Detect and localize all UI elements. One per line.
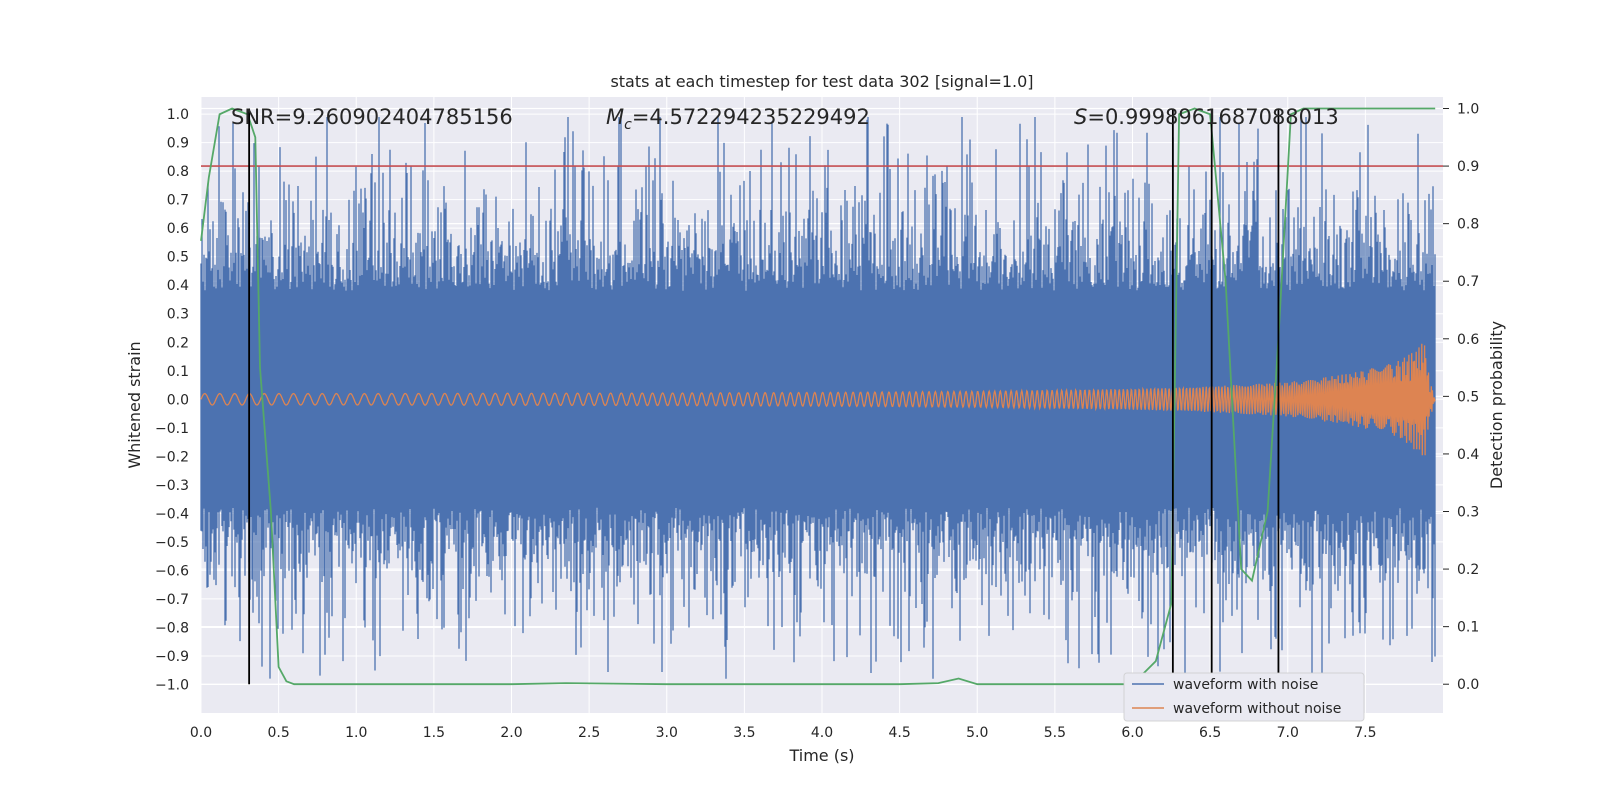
chirp-mass-symbol: M (606, 105, 624, 129)
y-right-tick-label: 0.2 (1457, 562, 1479, 578)
x-tick-label: 7.5 (1354, 725, 1376, 741)
y-left-tick-label: −0.1 (155, 421, 189, 437)
y-right-tick-label: 0.3 (1457, 505, 1479, 521)
vertical-markers (248, 108, 1280, 685)
y-right-tick-label: 0.4 (1457, 447, 1479, 463)
x-axis-label: Time (s) (788, 746, 854, 765)
legend-label-noisy: waveform with noise (1173, 677, 1318, 693)
y-left-tick-label: 0.8 (167, 164, 189, 180)
y-right-tick-label: 1.0 (1457, 102, 1479, 118)
y-left-tick-label: 0.6 (167, 221, 189, 237)
clean-waveform-line (200, 343, 1436, 456)
x-tick-label: 7.0 (1277, 725, 1299, 741)
x-tick-label: 3.5 (733, 725, 755, 741)
x-tick-label: 5.0 (966, 725, 988, 741)
x-tick-label: 5.5 (1044, 725, 1066, 741)
legend-label-clean: waveform without noise (1173, 701, 1341, 717)
y-right-axis-ticks: 1.0 0.9 0.8 0.7 0.6 0.5 0.4 0.3 0.2 0.1 0.0 (1443, 102, 1479, 693)
y-left-tick-label: 0.0 (167, 392, 189, 408)
x-tick-label: 0.0 (190, 725, 212, 741)
x-tick-label: 2.5 (578, 725, 600, 741)
y-right-tick-label: 0.1 (1457, 620, 1479, 636)
y-left-tick-label: −1.0 (155, 677, 189, 693)
y-left-tick-label: 0.2 (167, 335, 189, 351)
y-left-tick-label: 0.7 (167, 193, 189, 209)
y-left-tick-label: −0.6 (155, 563, 189, 579)
x-tick-label: 3.0 (656, 725, 678, 741)
chirp-mass-value: =4.572294235229492 (632, 105, 870, 129)
x-tick-label: 4.5 (888, 725, 910, 741)
x-tick-label: 1.0 (345, 725, 367, 741)
y-left-axis-ticks: 1.0 0.9 0.8 0.7 0.6 0.5 0.4 0.3 0.2 0.1 0.0 −0.1 −0.… (155, 107, 189, 693)
probability-group (200, 107, 1436, 686)
y-right-tick-label: 0.7 (1457, 274, 1479, 290)
chirp-mass-annotation: Mc=4.572294235229492 (606, 105, 870, 133)
x-tick-label: 0.5 (267, 725, 289, 741)
x-tick-label: 4.0 (811, 725, 833, 741)
y-left-tick-label: −0.8 (155, 620, 189, 636)
y-left-tick-label: 0.4 (167, 278, 189, 294)
y-left-tick-label: −0.4 (155, 506, 189, 522)
x-tick-label: 2.0 (500, 725, 522, 741)
score-annotation: S=0.9998961687088013 (1074, 105, 1339, 129)
y-right-tick-label: 0.5 (1457, 389, 1479, 405)
y-right-tick-label: 0.8 (1457, 217, 1479, 233)
y-left-tick-label: 0.1 (167, 364, 189, 380)
detection-probability-line (200, 107, 1436, 686)
y-left-tick-label: 0.5 (167, 250, 189, 266)
y-left-tick-label: −0.7 (155, 592, 189, 608)
chart-title: stats at each timestep for test data 302… (610, 72, 1033, 91)
score-symbol: S (1074, 105, 1087, 129)
y-left-tick-label: 0.3 (167, 307, 189, 323)
y-left-tick-label: −0.2 (155, 449, 189, 465)
y-left-tick-label: −0.3 (155, 478, 189, 494)
y-left-tick-label: −0.5 (155, 535, 189, 551)
clean-waveform-group (200, 343, 1436, 456)
chirp-mass-subscript: c (624, 117, 632, 133)
y-right-axis-label: Detection probability (1487, 321, 1506, 489)
y-left-tick-label: 0.9 (167, 136, 189, 152)
snr-annotation: SNR=9.260902404785156 (231, 105, 513, 129)
x-axis-ticks: 0.0 0.5 1.0 1.5 2.0 2.5 3.0 3.5 4.0 4.5 5.0 5.5 6.0 6… (190, 725, 1377, 741)
y-left-tick-label: −0.9 (155, 649, 189, 665)
legend-box (1123, 672, 1365, 722)
score-value: =0.9998961687088013 (1087, 105, 1338, 129)
y-right-tick-label: 0.6 (1457, 332, 1479, 348)
y-right-tick-label: 0.0 (1457, 677, 1479, 693)
x-tick-label: 6.0 (1121, 725, 1143, 741)
y-left-tick-label: 1.0 (167, 107, 189, 123)
x-tick-label: 1.5 (423, 725, 445, 741)
x-tick-label: 6.5 (1199, 725, 1221, 741)
y-left-axis-label: Whitened strain (125, 341, 144, 468)
legend: waveform with noise waveform without noi… (1123, 672, 1365, 722)
y-right-tick-label: 0.9 (1457, 159, 1479, 175)
